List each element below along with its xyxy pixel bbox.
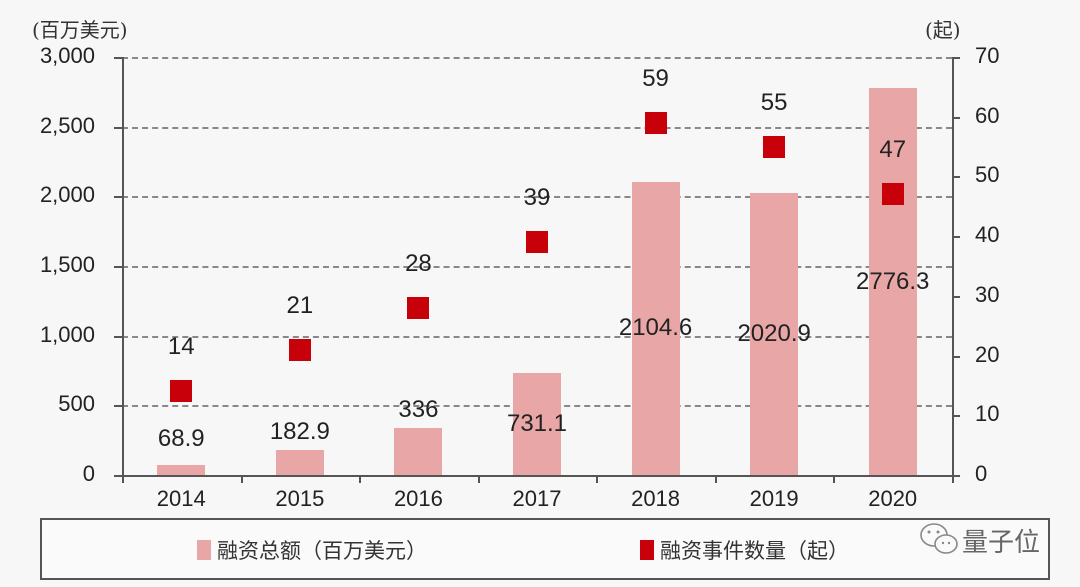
bar-amount (275, 449, 324, 475)
left-tick-mark (114, 266, 122, 268)
watermark: 量子位 (918, 520, 1040, 560)
right-axis (952, 57, 954, 483)
x-axis (122, 475, 952, 477)
right-tick-label: 10 (975, 401, 1000, 427)
x-tick-mark (477, 475, 480, 483)
count-marker-icon (288, 338, 311, 361)
x-tick-mark (714, 475, 717, 483)
count-value-label: 59 (642, 64, 669, 92)
left-tick-mark (114, 57, 122, 59)
bar-amount (868, 88, 917, 475)
count-marker-icon (407, 296, 430, 319)
count-value-label: 55 (760, 88, 788, 116)
count-marker-icon (644, 111, 667, 134)
left-tick-mark (114, 196, 122, 199)
right-tick-mark (952, 415, 960, 418)
right-tick-mark (952, 116, 960, 119)
left-tick-label: 500 (58, 391, 95, 417)
x-tick-label: 2015 (275, 486, 325, 511)
count-marker-icon (881, 183, 904, 206)
x-tick-label: 2019 (749, 486, 799, 511)
x-tick-label: 2018 (631, 486, 681, 511)
bar-amount (157, 465, 206, 475)
x-tick-mark (833, 475, 836, 483)
marker-swatch-icon (640, 540, 654, 560)
gridline (122, 57, 952, 59)
count-marker-icon (526, 231, 548, 254)
count-value-label: 39 (523, 184, 551, 212)
right-tick-mark (952, 355, 960, 358)
left-axis-unit: (百万美元) (32, 18, 128, 42)
right-tick-mark (952, 475, 960, 477)
bar-amount (750, 193, 799, 475)
gridline (122, 335, 952, 338)
wechat-icon (920, 523, 958, 554)
legend-item-count: 融资事件数量（起） (640, 535, 849, 565)
watermark-text: 量子位 (962, 526, 1041, 557)
bar-value-label: 68.9 (157, 425, 205, 452)
right-tick-label: 50 (975, 162, 1000, 188)
right-tick-label: 20 (975, 341, 1000, 367)
right-tick-label: 70 (975, 43, 1000, 68)
gridline (122, 196, 952, 199)
right-tick-mark (952, 295, 960, 298)
bar-amount (631, 181, 680, 475)
left-tick-label: 1,000 (39, 321, 95, 347)
right-axis-unit: (起) (925, 18, 961, 42)
bar-value-label: 2020.9 (737, 320, 811, 348)
right-tick-mark (952, 236, 960, 239)
right-tick-label: 60 (975, 102, 1000, 128)
left-tick-mark (114, 126, 122, 129)
right-tick-label: 0 (975, 461, 988, 486)
left-tick-label: 2,500 (39, 112, 95, 138)
x-tick-label: 2020 (868, 486, 918, 511)
gridline (122, 126, 952, 129)
x-tick-mark (596, 475, 599, 483)
bar-amount (513, 373, 561, 475)
count-value-label: 14 (167, 333, 195, 361)
count-value-label: 47 (879, 136, 907, 164)
bar-value-label: 731.1 (506, 410, 568, 438)
gridline (122, 266, 952, 268)
left-tick-mark (114, 335, 122, 338)
x-tick-mark (240, 475, 243, 483)
left-tick-label: 0 (82, 461, 95, 486)
count-marker-icon (763, 135, 786, 158)
bar-value-label: 182.9 (269, 417, 330, 445)
legend-label-count: 融资事件数量（起） (660, 539, 849, 563)
left-tick-label: 3,000 (39, 43, 95, 68)
legend-item-amount: 融资总额（百万美元） (197, 535, 427, 565)
right-tick-mark (952, 57, 960, 59)
count-value-label: 28 (405, 249, 432, 277)
right-tick-label: 30 (975, 281, 1000, 307)
legend-label-amount: 融资总额（百万美元） (217, 539, 427, 563)
left-tick-mark (114, 475, 122, 477)
count-marker-icon (170, 380, 193, 403)
left-tick-label: 2,000 (39, 182, 95, 208)
left-axis (122, 57, 124, 483)
bar-value-label: 2104.6 (618, 314, 693, 342)
x-tick-label: 2014 (156, 486, 206, 511)
bar-swatch-icon (197, 540, 211, 560)
legend: 融资总额（百万美元） 融资事件数量（起） (40, 518, 1050, 580)
bar-amount (394, 428, 443, 475)
left-tick-mark (114, 405, 122, 408)
count-value-label: 21 (286, 291, 314, 319)
right-tick-label: 40 (975, 222, 1000, 248)
right-tick-mark (952, 176, 960, 179)
left-tick-label: 1,500 (39, 252, 95, 277)
x-tick-mark (359, 475, 362, 483)
bar-value-label: 336 (398, 396, 439, 424)
x-tick-label: 2016 (393, 486, 443, 511)
x-tick-label: 2017 (512, 486, 562, 511)
bar-value-label: 2776.3 (856, 267, 930, 295)
